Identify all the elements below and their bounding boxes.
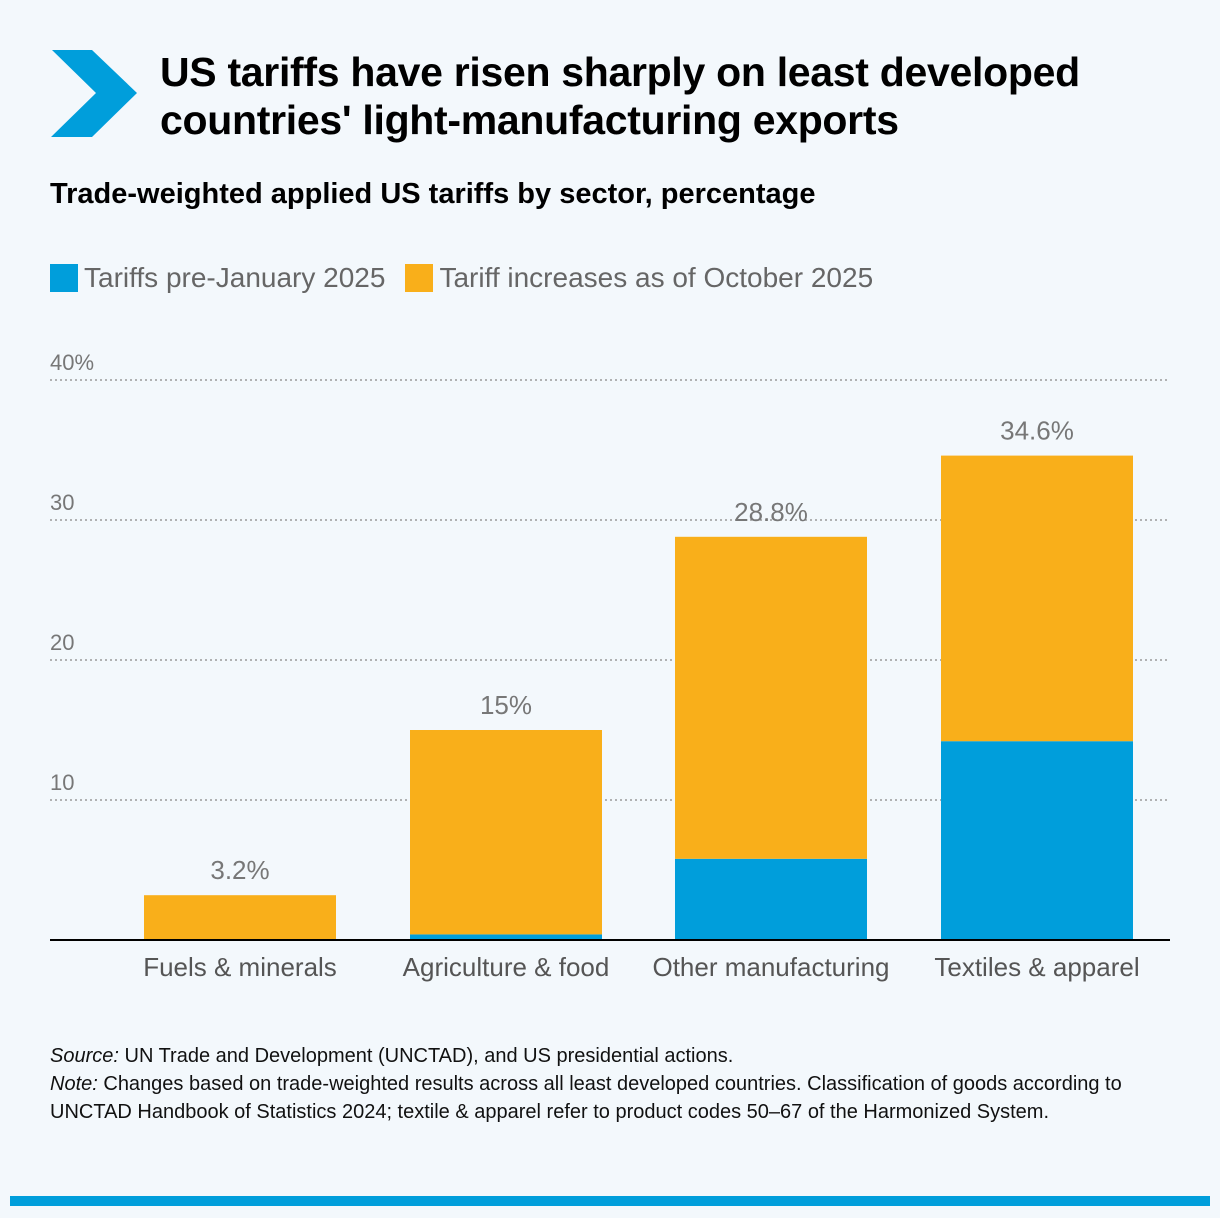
bar-chart: 10 20 30 40% 3.2% Fuels & minerals 15% Agricult… [50,350,1170,982]
legend-item-increase: Tariff increases as of October 2025 [405,262,873,294]
bar-segment [144,895,336,940]
note-label: Note: [50,1073,98,1095]
bar-segment [675,858,867,940]
total-label: 34.6% [1000,416,1074,446]
source-note: Source: UN Trade and Development (UNCTAD… [50,1042,1180,1070]
source-text: UN Trade and Development (UNCTAD), and U… [118,1045,734,1067]
bar-segment [675,536,867,859]
x-tick-label: Other manufacturing [652,952,889,982]
x-tick-label: Agriculture & food [403,952,610,982]
total-label: 15% [480,690,532,720]
legend-label: Tariffs pre-January 2025 [84,262,386,293]
note-text: Changes based on trade-weighted results … [50,1073,1122,1123]
total-label: 3.2% [210,855,269,885]
y-tick-label: 40% [50,350,94,375]
x-tick-label: Fuels & minerals [143,952,337,982]
legend: Tariffs pre-January 2025 Tariff increase… [50,262,893,294]
y-tick-label: 10 [50,770,74,795]
legend-swatch-blue [50,264,78,292]
bar-segment [941,455,1133,742]
footnotes: Source: UN Trade and Development (UNCTAD… [50,1042,1180,1126]
legend-item-pre: Tariffs pre-January 2025 [50,262,385,294]
legend-label: Tariff increases as of October 2025 [439,262,874,293]
x-tick-label: Textiles & apparel [934,952,1139,982]
note: Note: Changes based on trade-weighted re… [50,1070,1180,1126]
legend-swatch-orange [405,264,434,292]
total-label: 28.8% [734,497,808,527]
y-tick-label: 30 [50,490,74,515]
bar-segment [941,741,1133,940]
source-label: Source: [50,1045,119,1067]
chart-subtitle: Trade-weighted applied US tariffs by sec… [50,178,816,210]
chevron-right-icon [51,50,137,137]
bar-segment [410,934,602,940]
page-title: US tariffs have risen sharply on least d… [160,49,1080,143]
bar-segment [410,730,602,935]
bottom-accent-bar [10,1196,1210,1206]
y-tick-label: 20 [50,630,74,655]
